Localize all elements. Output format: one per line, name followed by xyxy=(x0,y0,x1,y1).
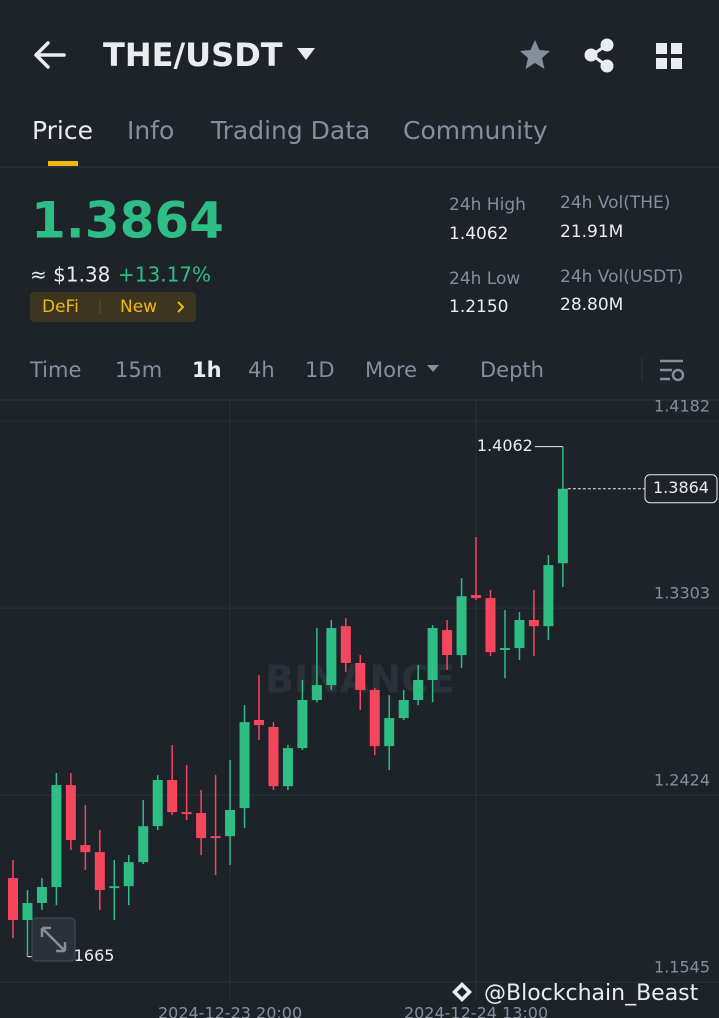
stat-label: 24h Vol(USDT) xyxy=(560,267,683,287)
candle-body xyxy=(528,620,539,627)
interval[interactable]: 15m xyxy=(115,358,162,382)
candle-body xyxy=(51,785,62,888)
watermark: @Blockchain_Beast xyxy=(484,981,699,1006)
candle-body xyxy=(22,902,33,920)
candlestick-chart: 1.1545 1.2424 1.3303 1.4182 2024-12-23 20:00… xyxy=(0,397,719,1018)
back-button[interactable] xyxy=(34,41,66,69)
more-dropdown[interactable] xyxy=(427,365,439,372)
pair-dropdown[interactable] xyxy=(297,48,315,60)
candle-body xyxy=(65,785,76,840)
stat-value: 28.80M xyxy=(560,295,623,315)
candle-body xyxy=(239,722,250,809)
x-tick-label: 2024-12-23 20:00 xyxy=(158,1004,302,1018)
stat-label: 24h Low xyxy=(449,269,520,289)
candle-body xyxy=(499,648,510,650)
y-tick-label: 1.3303 xyxy=(654,584,710,603)
y-tick-label: 1.4182 xyxy=(654,397,710,416)
share-icon[interactable] xyxy=(584,38,614,73)
candle-body xyxy=(514,620,525,649)
candle-body xyxy=(543,565,554,627)
watermark-logo xyxy=(452,982,472,1002)
stat-label: 24h High xyxy=(449,195,526,215)
candle-body xyxy=(398,700,409,719)
high-label: 1.4062 xyxy=(477,436,533,455)
tag[interactable]: DeFi xyxy=(42,297,79,317)
active-tab-indicator xyxy=(48,161,78,166)
stat-label: 24h Vol(THE) xyxy=(560,193,670,213)
candle-body xyxy=(196,812,207,839)
favorite-icon[interactable] xyxy=(520,40,550,69)
candle-body xyxy=(456,596,467,656)
candle-body xyxy=(138,826,149,863)
interval[interactable]: 1h xyxy=(192,358,222,382)
pair-title[interactable]: THE/USDT xyxy=(103,36,283,74)
candle-body xyxy=(326,628,337,686)
last-price-box xyxy=(644,474,718,504)
candle-body xyxy=(8,878,18,920)
candle-body xyxy=(413,680,424,700)
candle-body xyxy=(485,598,496,653)
candle-body xyxy=(36,887,47,903)
candle-body xyxy=(340,626,351,663)
interval[interactable]: 4h xyxy=(248,358,275,382)
tab[interactable]: Info xyxy=(127,116,174,145)
tag-arrow xyxy=(177,301,185,313)
candle-body xyxy=(311,685,322,700)
candle-body xyxy=(384,718,395,747)
fullscreen-button[interactable] xyxy=(31,917,76,962)
candle-body xyxy=(297,700,308,749)
fiat-price: ≈ $1.38 xyxy=(30,263,110,287)
candle-body xyxy=(471,595,482,599)
stat-value: 1.4062 xyxy=(449,224,508,244)
candle-body xyxy=(123,862,134,887)
candle-body xyxy=(152,780,163,827)
tag[interactable]: New xyxy=(120,297,157,317)
candle-body xyxy=(427,628,438,680)
interval[interactable]: More xyxy=(365,358,417,382)
candle-body xyxy=(181,812,192,815)
grid-icon[interactable] xyxy=(656,43,682,69)
tag-box xyxy=(30,292,196,322)
candle-body xyxy=(109,886,120,889)
tab[interactable]: Price xyxy=(32,116,93,145)
candle-body xyxy=(442,630,453,656)
last-price-label: 1.3864 xyxy=(653,478,709,497)
candle-body xyxy=(225,810,236,837)
candle-body xyxy=(80,845,91,853)
candle-body xyxy=(355,662,366,690)
x-tick-label: 2024-12-24 13:00 xyxy=(404,1004,548,1018)
tab[interactable]: Trading Data xyxy=(210,116,370,145)
stat-value: 21.91M xyxy=(560,222,623,242)
settings-icon[interactable] xyxy=(660,359,685,382)
y-tick-label: 1.2424 xyxy=(654,771,710,790)
candle-body xyxy=(557,488,568,564)
interval[interactable]: Depth xyxy=(480,358,544,382)
interval[interactable]: 1D xyxy=(305,358,335,382)
y-tick-label: 1.1545 xyxy=(654,958,710,977)
candle-body xyxy=(94,852,105,890)
candle-body xyxy=(268,727,279,787)
stat-value: 1.2150 xyxy=(449,297,508,317)
interval[interactable]: Time xyxy=(29,358,81,382)
candle-body xyxy=(369,690,380,747)
candle-body xyxy=(167,780,178,813)
price-change: +13.17% xyxy=(118,263,211,287)
candle-body xyxy=(282,748,293,787)
last-price: 1.3864 xyxy=(31,192,224,250)
candle-body xyxy=(210,836,221,839)
tab[interactable]: Community xyxy=(403,116,548,145)
candle-body xyxy=(253,720,264,726)
